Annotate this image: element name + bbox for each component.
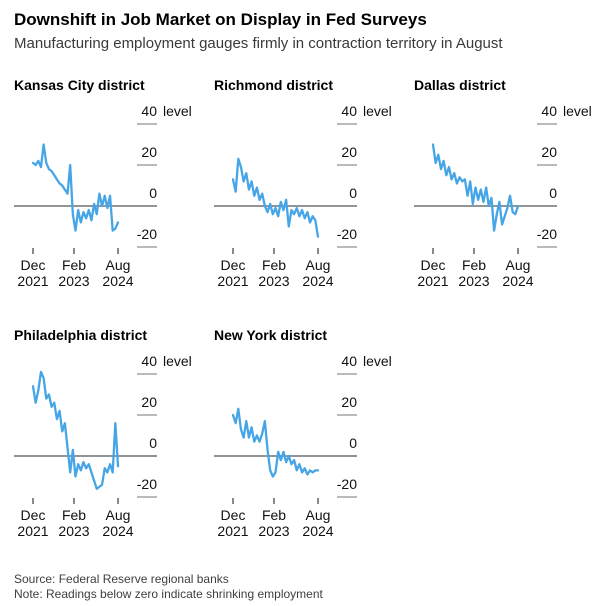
y-axis-label: -20 (537, 226, 557, 242)
chart-panel-new-york: New York district 40 level 20 0 -20 Dec … (200, 320, 400, 570)
y-axis-label: 0 (149, 185, 157, 201)
chart-panel-philadelphia: Philadelphia district 40 level 20 0 -20 … (0, 320, 200, 570)
x-axis-label-month: Aug (306, 507, 331, 523)
x-axis-label-year: 2024 (102, 273, 133, 289)
x-axis-label-year: 2024 (302, 523, 333, 539)
chart-title: New York district (214, 327, 328, 343)
x-axis-label-year: 2023 (258, 273, 289, 289)
x-axis-label-year: 2021 (17, 273, 48, 289)
y-axis-label: 20 (341, 144, 357, 160)
chart-panel-kansas-city: Kansas City district 40 level 20 0 -20 D… (0, 70, 200, 320)
y-axis-label: 0 (549, 185, 557, 201)
footnote: Note: Readings below zero indicate shrin… (14, 586, 323, 601)
chart-header: Downshift in Job Market on Display in Fe… (0, 0, 600, 70)
y-axis-label: -20 (137, 476, 157, 492)
chart-title: Kansas City district (14, 77, 145, 93)
y-axis-unit-label: level (563, 103, 592, 119)
chart-panel-richmond: Richmond district 40 level 20 0 -20 Dec … (200, 70, 400, 320)
x-axis-label-month: Dec (421, 257, 446, 273)
y-axis-label: 0 (349, 185, 357, 201)
x-axis-label-month: Aug (306, 257, 331, 273)
x-axis-label-month: Dec (221, 257, 246, 273)
y-axis-label: 40 (141, 353, 157, 369)
chart-title: Dallas district (414, 77, 506, 93)
y-axis-unit-label: level (363, 103, 392, 119)
x-axis-label-year: 2024 (302, 273, 333, 289)
y-axis-label: -20 (137, 226, 157, 242)
y-axis-label: 40 (341, 103, 357, 119)
y-axis-label: 20 (541, 144, 557, 160)
line-chart: 40 level 20 0 -20 Dec 2021 Feb 2023 Aug … (214, 353, 392, 539)
y-axis-label: 40 (141, 103, 157, 119)
x-axis-label-month: Dec (21, 257, 46, 273)
x-axis-label-year: 2023 (258, 523, 289, 539)
page-subtitle: Manufacturing employment gauges firmly i… (14, 35, 503, 52)
y-axis-label: 40 (541, 103, 557, 119)
x-axis-label-month: Feb (262, 507, 286, 523)
line-chart: 40 level 20 0 -20 Dec 2021 Feb 2023 Aug … (214, 103, 392, 289)
line-chart: 40 level 20 0 -20 Dec 2021 Feb 2023 Aug … (414, 103, 592, 289)
x-axis-label-year: 2021 (17, 523, 48, 539)
x-axis-label-month: Aug (106, 507, 131, 523)
page-title: Downshift in Job Market on Display in Fe… (14, 10, 427, 29)
y-axis-label: 0 (149, 435, 157, 451)
x-axis-label-month: Feb (262, 257, 286, 273)
line-chart: 40 level 20 0 -20 Dec 2021 Feb 2023 Aug … (14, 103, 192, 289)
chart-footer: Source: Federal Reserve regional banks N… (0, 570, 600, 601)
y-axis-label: 20 (341, 394, 357, 410)
source-note: Source: Federal Reserve regional banks (14, 572, 229, 586)
x-axis-label-month: Feb (62, 507, 86, 523)
data-line (31, 370, 120, 490)
data-line (31, 143, 120, 232)
x-axis-label-month: Aug (506, 257, 531, 273)
x-axis-label-year: 2023 (58, 273, 89, 289)
x-axis-label-month: Feb (462, 257, 486, 273)
chart-panel-dallas: Dallas district 40 level 20 0 -20 Dec 20… (400, 70, 600, 320)
x-axis-label-year: 2021 (217, 523, 248, 539)
y-axis-label: -20 (337, 476, 357, 492)
y-axis-label: 20 (141, 394, 157, 410)
y-axis-label: 0 (349, 435, 357, 451)
y-axis-unit-label: level (163, 353, 192, 369)
charts-grid: Kansas City district 40 level 20 0 -20 D… (0, 70, 600, 570)
x-axis-label-year: 2024 (102, 523, 133, 539)
x-axis-label-year: 2023 (58, 523, 89, 539)
y-axis-unit-label: level (163, 103, 192, 119)
y-axis-label: -20 (337, 226, 357, 242)
x-axis-label-month: Dec (21, 507, 46, 523)
data-line (231, 407, 320, 478)
chart-title: Richmond district (214, 77, 334, 93)
chart-title: Philadelphia district (14, 327, 148, 343)
data-line (231, 157, 320, 238)
x-axis-label-month: Aug (106, 257, 131, 273)
x-axis-label-month: Feb (62, 257, 86, 273)
x-axis-label-year: 2021 (217, 273, 248, 289)
x-axis-label-year: 2024 (502, 273, 533, 289)
x-axis-label-month: Dec (221, 507, 246, 523)
y-axis-unit-label: level (363, 353, 392, 369)
y-axis-label: 40 (341, 353, 357, 369)
x-axis-label-year: 2023 (458, 273, 489, 289)
x-axis-label-year: 2021 (417, 273, 448, 289)
line-chart: 40 level 20 0 -20 Dec 2021 Feb 2023 Aug … (14, 353, 192, 539)
empty-grid-cell (400, 320, 600, 570)
y-axis-label: 20 (141, 144, 157, 160)
data-line (431, 143, 520, 232)
